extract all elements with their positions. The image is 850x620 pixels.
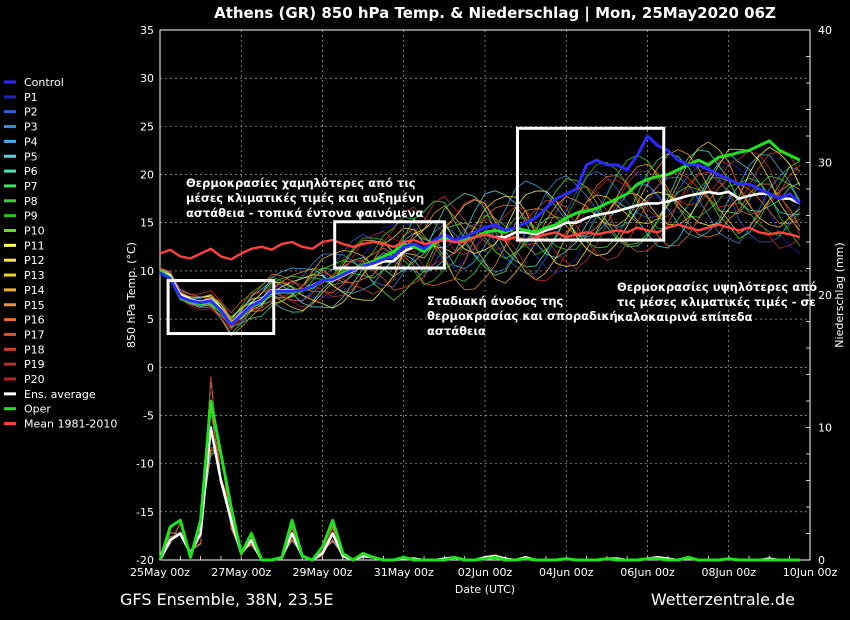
model-label: GFS Ensemble, 38N, 23.5E	[120, 590, 334, 609]
ensemble-member-line	[159, 148, 801, 329]
legend-entry: Mean 1981-2010	[24, 418, 117, 431]
legend-entry: P1	[24, 91, 38, 104]
highlight-box	[166, 279, 276, 336]
y-tick-label: 15	[140, 217, 154, 230]
legend-entry: P19	[24, 358, 45, 371]
legend-entry: P17	[24, 328, 45, 341]
y2-tick-label: 10	[818, 422, 832, 435]
ensemble-member-line	[159, 149, 801, 318]
x-tick-label: 04Jun 00z	[539, 566, 594, 579]
annotation-text: τις μέσες κλιματικές τιμές - σε	[617, 295, 816, 309]
y2-tick-label: 0	[818, 554, 825, 567]
legend-entry: P4	[24, 135, 38, 148]
x-tick-label: 29May 00z	[292, 566, 352, 579]
annotation-text: Σταδιακή άνοδος της	[427, 294, 564, 308]
y-tick-label: -5	[143, 409, 154, 422]
legend-entry: Oper	[24, 403, 51, 416]
y-tick-label: 25	[140, 120, 154, 133]
y-tick-label: -15	[136, 506, 154, 519]
legend-entry: P15	[24, 299, 45, 312]
y-tick-label: 30	[140, 72, 154, 85]
annotation-text: θερμοκρασίας και σποραδική	[427, 309, 618, 323]
y-tick-label: 20	[140, 169, 154, 182]
legend-entry: P14	[24, 284, 45, 297]
legend-entry: P6	[24, 165, 38, 178]
legend-entry: P10	[24, 225, 45, 238]
highlight-box	[516, 126, 666, 242]
y2-tick-label: 20	[818, 289, 832, 302]
y2-tick-label: 30	[818, 157, 832, 170]
site-label: Wetterzentrale.de	[650, 590, 795, 609]
legend-entry: Ens. average	[24, 388, 96, 401]
ensemble-member-line	[159, 151, 801, 320]
ensemble-member-line	[159, 153, 801, 328]
legend-entry: P13	[24, 269, 45, 282]
y-tick-label: 10	[140, 265, 154, 278]
y-tick-label: -10	[136, 458, 154, 471]
legend-entry: P3	[24, 121, 38, 134]
legend-entry: P9	[24, 210, 38, 223]
legend-entry: P18	[24, 343, 45, 356]
legend-entry: P12	[24, 254, 45, 267]
ensemble-member-line	[159, 164, 801, 314]
y-axis-label: 850 hPa Temp. (°C)	[125, 242, 138, 348]
annotation-text: μέσες κλιματικές τιμές και αυξημένη	[186, 191, 424, 205]
precip-line-oper	[158, 399, 800, 562]
legend-entry: P8	[24, 195, 38, 208]
x-tick-label: 25May 00z	[130, 566, 190, 579]
y-tick-label: 35	[140, 24, 154, 37]
annotation-text: Θερμοκρασίες υψηλότερες από	[617, 280, 817, 294]
x-tick-label: 02Jun 00z	[458, 566, 513, 579]
ensemble-member-line	[159, 166, 801, 321]
annotation-text: αστάθεια - τοπικά έντονα φαινόμενα	[186, 206, 423, 220]
y-tick-label: -20	[136, 554, 154, 567]
legend-entry: P2	[24, 106, 38, 119]
x-tick-label: 27May 00z	[211, 566, 271, 579]
annotation-text: καλοκαιρινά επίπεδα	[617, 310, 753, 324]
legend-entry: P5	[24, 150, 38, 163]
chart-title: Athens (GR) 850 hPa Temp. & Niederschlag…	[214, 4, 776, 23]
legend-entry: Control	[24, 76, 64, 89]
x-tick-label: 06Jun 00z	[620, 566, 675, 579]
y2-axis-label: Niederschlag (mm)	[833, 242, 846, 347]
x-tick-label: 10Jun 00z	[783, 566, 838, 579]
series-line-mean-1981-2010	[159, 223, 801, 261]
legend-entry: P7	[24, 180, 38, 193]
legend-entry: P11	[24, 239, 45, 252]
ensemble-member-line	[159, 154, 801, 335]
x-tick-label: 08Jun 00z	[702, 566, 757, 579]
x-axis-label: Date (UTC)	[455, 583, 515, 596]
annotation-text: Θερμοκρασίες χαμηλότερες από τις	[186, 176, 416, 190]
y-tick-label: 5	[147, 313, 154, 326]
y-tick-label: 0	[147, 361, 154, 374]
annotation-text: αστάθεια	[427, 324, 486, 338]
x-tick-label: 31May 00z	[374, 566, 434, 579]
y2-tick-label: 40	[818, 24, 832, 37]
legend-entry: P16	[24, 314, 45, 327]
highlight-box	[333, 220, 446, 270]
series-line-control	[159, 134, 801, 327]
legend-entry: P20	[24, 373, 45, 386]
